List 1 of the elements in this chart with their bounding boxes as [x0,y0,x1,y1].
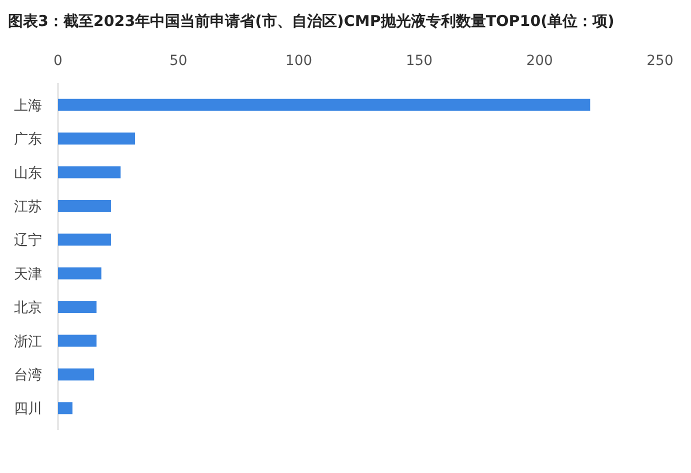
title: 图表3：截至2023年中国当前申请省(市、自治区)CMP抛光液专利数量TOP10(单位：项) [8,12,614,30]
